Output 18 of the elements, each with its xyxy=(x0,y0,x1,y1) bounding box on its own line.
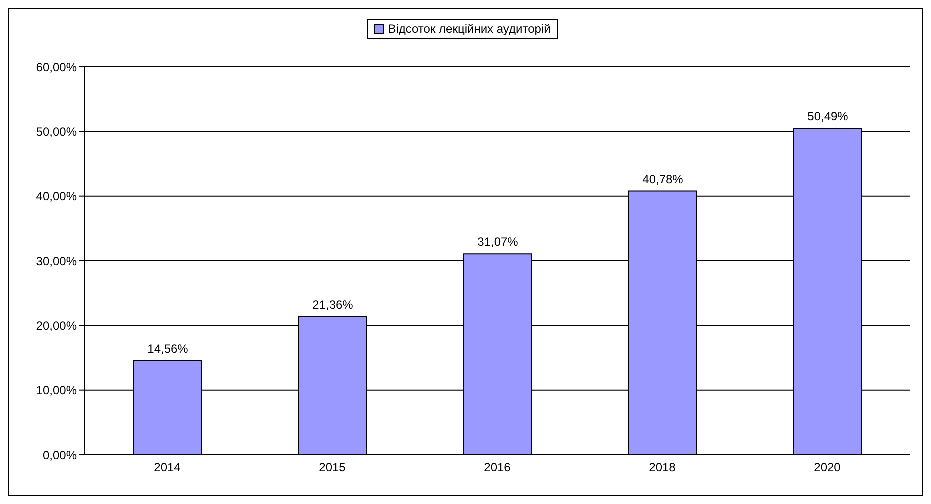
data-label: 40,78% xyxy=(642,172,684,186)
legend-label: Відсоток лекційних аудиторій xyxy=(387,22,551,36)
data-label: 31,07% xyxy=(478,235,519,250)
data-label: 21,36% xyxy=(312,298,354,312)
y-tick-label: 40,00% xyxy=(36,190,78,204)
y-tick-label: 60,00% xyxy=(36,60,78,74)
y-tick-label: 0,00% xyxy=(42,448,78,462)
x-tick-label: 2020 xyxy=(814,460,842,475)
x-tick-label: 2016 xyxy=(484,460,512,475)
data-label: 50,49% xyxy=(808,110,849,124)
y-tick-label: 20,00% xyxy=(36,318,78,333)
y-tick-label: 10,00% xyxy=(36,384,78,398)
x-tick-label: 2014 xyxy=(154,460,182,475)
x-tick-label: 2015 xyxy=(319,460,346,475)
y-tick-label: 50,00% xyxy=(36,124,78,139)
y-tick-label: 30,00% xyxy=(36,254,78,268)
x-tick-label: 2018 xyxy=(649,460,676,475)
data-label: 14,56% xyxy=(148,342,189,356)
